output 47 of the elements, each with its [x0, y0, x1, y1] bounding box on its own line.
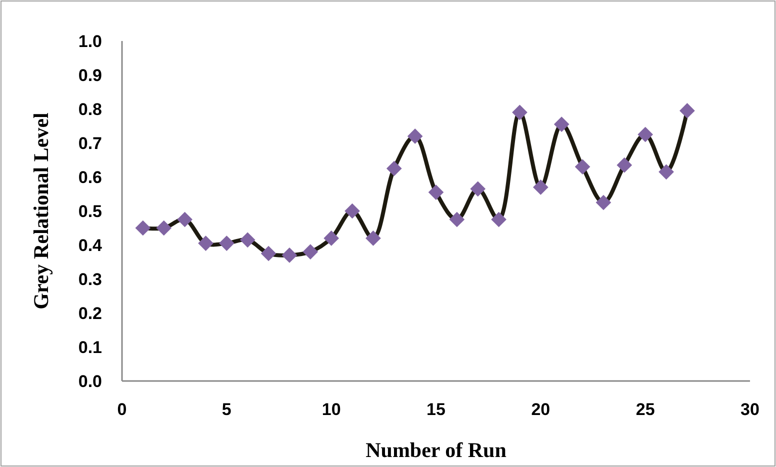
- y-axis-title: Grey Relational Level: [29, 112, 53, 310]
- y-tick-label: 0.0: [78, 372, 102, 391]
- point: [491, 212, 506, 228]
- x-tick-label: 15: [426, 400, 446, 419]
- y-tick-label: 0.1: [78, 338, 102, 357]
- point: [344, 203, 360, 219]
- y-tick-label: 0.3: [78, 270, 102, 289]
- x-tick-label: 5: [222, 400, 232, 419]
- y-tick-label: 0.2: [78, 304, 102, 323]
- point: [658, 164, 674, 180]
- point: [574, 159, 590, 174]
- point: [386, 160, 402, 176]
- point: [596, 194, 612, 210]
- point: [638, 126, 654, 142]
- y-tick-label: 0.7: [78, 134, 102, 153]
- y-tick-label: 0.6: [78, 168, 102, 187]
- point: [616, 157, 632, 173]
- point: [156, 220, 172, 236]
- point: [240, 232, 256, 248]
- y-tick-label: 0.8: [78, 100, 102, 119]
- point: [407, 128, 423, 144]
- point: [532, 180, 548, 195]
- point: [324, 230, 340, 246]
- point: [282, 248, 298, 263]
- point: [512, 104, 528, 120]
- x-tick-label: 0: [117, 400, 127, 419]
- y-tick-label: 0.4: [78, 236, 103, 255]
- point: [260, 246, 276, 262]
- point: [302, 244, 318, 260]
- x-tick-label: 20: [531, 400, 550, 419]
- x-tick-label: 10: [322, 400, 341, 419]
- point: [470, 181, 486, 197]
- point: [680, 103, 695, 118]
- y-tick-label: 0.9: [78, 66, 102, 85]
- y-tick-label: 0.5: [78, 202, 102, 221]
- point: [135, 220, 151, 236]
- point: [428, 184, 444, 200]
- x-axis-title: Number of Run: [366, 438, 507, 462]
- x-tick-label: 25: [636, 400, 655, 419]
- point: [449, 212, 465, 228]
- x-tick-label: 30: [740, 400, 760, 419]
- y-tick-label: 1.0: [78, 32, 102, 51]
- point: [177, 212, 192, 228]
- point: [554, 116, 570, 132]
- point: [366, 230, 381, 246]
- point: [198, 236, 214, 251]
- point: [218, 236, 234, 251]
